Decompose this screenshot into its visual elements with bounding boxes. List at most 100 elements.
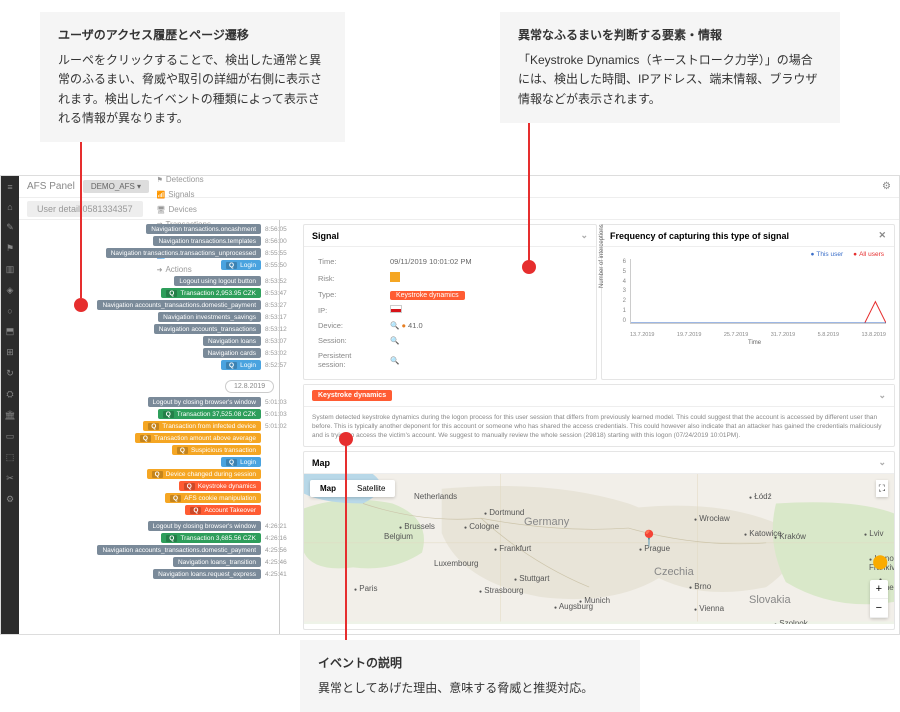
timeline-item[interactable]: Logout using logout button8:53:52 xyxy=(25,276,293,286)
keystroke-dynamics-panel: Keystroke dynamics ⌄ System detected keys… xyxy=(303,384,895,447)
timeline-item[interactable]: QLogin xyxy=(25,457,293,467)
timeline-item[interactable]: Logout by closing browser's window5:01:0… xyxy=(25,397,293,407)
legend-user: This user xyxy=(810,251,843,258)
timeline-item[interactable]: QLogin8:52:57 xyxy=(25,360,293,370)
signal-table: Time:09/11/2019 10:01:02 PM Risk: Type:Key… xyxy=(312,253,588,373)
signal-row: Type:Keystroke dynamics xyxy=(314,288,586,301)
collapse-icon[interactable]: ⌄ xyxy=(580,230,588,241)
timeline-item[interactable]: QAccount Takeover xyxy=(25,505,293,515)
indicator-dot xyxy=(339,432,353,446)
panel-title: Map xyxy=(312,458,330,468)
timeline-item[interactable]: Navigation cards8:53:02 xyxy=(25,348,293,358)
nav-icon[interactable]: 🏛 xyxy=(4,410,15,421)
chart-plot xyxy=(630,259,886,324)
map-panel: Map ⌄ xyxy=(303,451,895,630)
callout-body: 「Keystroke Dynamics（キーストローク力学）」の場合には、検出し… xyxy=(518,51,822,109)
tab-signals[interactable]: 📶 Signals xyxy=(151,187,227,202)
nav-icon[interactable]: ▭ xyxy=(6,431,15,442)
kd-description: System detected keystroke dynamics durin… xyxy=(304,407,894,446)
zoom-in-button[interactable]: + xyxy=(870,580,888,599)
signal-row: Time:09/11/2019 10:01:02 PM xyxy=(314,255,586,268)
timeline-item[interactable]: Navigation accounts_transactions.domesti… xyxy=(25,300,293,310)
close-icon[interactable]: ✕ xyxy=(878,230,886,241)
tab-detections[interactable]: ⚑ Detections xyxy=(151,176,227,187)
callout-body: ルーペをクリックすることで、検出した通常と異常のふるまい、脅威や取引の詳細が右側… xyxy=(58,51,327,128)
panel-title: Frequency of capturing this type of sign… xyxy=(610,231,789,241)
map-pin[interactable]: 📍 xyxy=(639,529,659,549)
env-dropdown[interactable]: DEMO_AFS ▾ xyxy=(83,180,149,193)
timeline-item[interactable]: QLogin8:55:50 xyxy=(25,260,293,270)
nav-icon[interactable]: ⚙ xyxy=(6,494,14,505)
timeline-item[interactable]: Navigation loans.request_express4:25:41 xyxy=(25,569,293,579)
indicator-line xyxy=(80,118,82,298)
timeline-item[interactable]: QTransaction 37,525.08 CZK5:01:03 xyxy=(25,409,293,419)
timeline-item[interactable]: Navigation transactions.oncashment8:56:0… xyxy=(25,224,293,234)
nav-icon[interactable]: ○ xyxy=(7,306,12,316)
nav-icon[interactable]: ⌂ xyxy=(7,202,12,212)
timeline-axis xyxy=(279,220,280,634)
callout-right: 異常なふるまいを判断する要素・情報 「Keystroke Dynamics（キー… xyxy=(500,12,840,123)
nav-icon[interactable]: ⬚ xyxy=(6,452,15,463)
collapse-icon[interactable]: ⌄ xyxy=(878,457,886,468)
timeline-item[interactable]: Navigation investments_savings8:53:17 xyxy=(25,312,293,322)
timeline-item[interactable]: Navigation loans_transition4:25:46 xyxy=(25,557,293,567)
tabs-row: User detail 0581334357 🔍 Detail▤ Timelin… xyxy=(19,198,899,220)
timeline-item[interactable]: Logout by closing browser's window4:26:2… xyxy=(25,521,293,531)
timeline-item[interactable]: Navigation accounts_transactions.domesti… xyxy=(25,545,293,555)
signal-panel: Signal⌄ Time:09/11/2019 10:01:02 PMRisk:… xyxy=(303,224,597,380)
signal-row: Risk: xyxy=(314,270,586,286)
timeline-item[interactable]: QTransaction amount above average xyxy=(25,433,293,443)
nav-icon[interactable]: ⊞ xyxy=(6,347,14,358)
timeline-item[interactable]: QDevice changed during session xyxy=(25,469,293,479)
zoom-out-button[interactable]: − xyxy=(870,599,888,618)
timeline-date: 12.8.2019 xyxy=(225,380,274,393)
kd-badge: Keystroke dynamics xyxy=(312,390,392,401)
map-tab-satellite[interactable]: Satellite xyxy=(347,480,395,497)
callout-title: イベントの説明 xyxy=(318,654,622,673)
y-axis-label: Number of interceptions xyxy=(599,224,605,288)
timeline-item[interactable]: QTransaction from infected device5:01:02 xyxy=(25,421,293,431)
map-tab-map[interactable]: Map xyxy=(310,480,347,497)
nav-icon[interactable]: ◈ xyxy=(7,285,14,296)
pegman-icon[interactable]: ⬤ xyxy=(872,553,888,570)
app-title: AFS Panel xyxy=(27,181,75,192)
legend-all: All users xyxy=(853,251,884,258)
timeline-item[interactable]: QTransaction 3,685.56 CZK4:26:16 xyxy=(25,533,293,543)
main-area: AFS Panel DEMO_AFS ▾ ⚙ User detail 05813… xyxy=(19,176,899,634)
nav-icon[interactable]: ▥ xyxy=(6,264,15,275)
nav-icon[interactable]: ↻ xyxy=(6,368,14,379)
x-axis-label: Time xyxy=(748,340,761,346)
timeline-item[interactable]: Navigation transactions.templates8:56:00 xyxy=(25,236,293,246)
timeline-item[interactable]: QTransaction 2,953.95 CZK8:53:47 xyxy=(25,288,293,298)
callout-title: ユーザのアクセス履歴とページ遷移 xyxy=(58,26,327,45)
timeline-item[interactable]: QAFS cookie manipulation xyxy=(25,493,293,503)
nav-icon[interactable]: ⚑ xyxy=(6,243,14,254)
fullscreen-icon[interactable]: ⛶ xyxy=(876,480,888,497)
nav-icon[interactable]: ✎ xyxy=(6,222,14,233)
indicator-dot xyxy=(74,298,88,312)
user-detail-pill[interactable]: User detail 0581334357 xyxy=(27,201,143,217)
signal-row: Device:🔍 ● 41.0 xyxy=(314,319,586,332)
gear-icon[interactable]: ⚙ xyxy=(882,181,891,192)
map-body[interactable]: Map Satellite Netherlands● BrusselsBelgi… xyxy=(304,474,894,624)
collapse-icon[interactable]: ⌄ xyxy=(878,390,886,401)
menu-icon[interactable]: ≡ xyxy=(7,182,12,192)
app-window: ≡ ⌂ ✎ ⚑ ▥ ◈ ○ ⬒ ⊞ ↻ ⛭ 🏛 ▭ ⬚ ✂ ⚙ AFS Pane… xyxy=(0,175,900,635)
timeline-item[interactable]: Navigation loans8:53:07 xyxy=(25,336,293,346)
signal-row: IP: xyxy=(314,303,586,317)
tab-devices[interactable]: 🖥 Devices xyxy=(151,202,227,217)
nav-icon[interactable]: ⛭ xyxy=(6,389,13,400)
frequency-chart: This user All users Number of intercepti… xyxy=(602,247,894,342)
timeline-item[interactable]: QKeystroke dynamics xyxy=(25,481,293,491)
callout-title: 異常なふるまいを判断する要素・情報 xyxy=(518,26,822,45)
map-zoom-controls: + − xyxy=(870,580,888,618)
map-type-controls: Map Satellite xyxy=(310,480,395,497)
callout-body: 異常としてあげた理由、意味する脅威と推奨対応。 xyxy=(318,679,622,698)
content: Navigation transactions.oncashment8:56:0… xyxy=(19,220,899,634)
nav-icon[interactable]: ✂ xyxy=(6,473,14,484)
timeline-item[interactable]: Navigation accounts_transactions8:53:12 xyxy=(25,324,293,334)
indicator-line xyxy=(345,435,347,640)
nav-icon[interactable]: ⬒ xyxy=(6,326,15,337)
timeline-item[interactable]: Navigation transactions.transactions_unp… xyxy=(25,248,293,258)
timeline-item[interactable]: QSuspicious transaction xyxy=(25,445,293,455)
